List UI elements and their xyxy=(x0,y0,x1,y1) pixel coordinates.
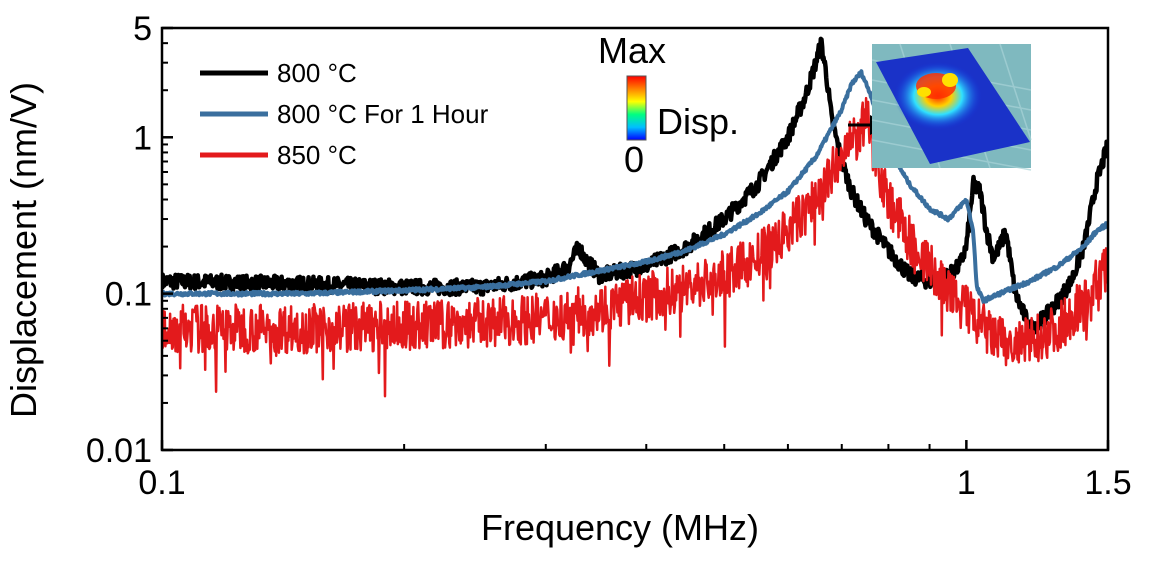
x-axis-title: Frequency (MHz) xyxy=(481,507,759,548)
legend-label-1: 800 °C xyxy=(277,58,357,88)
x-tick-label: 1 xyxy=(957,464,976,502)
series-line-3 xyxy=(162,96,1108,398)
x-tick-label: 0.1 xyxy=(138,464,185,502)
x-axis-ticks: 0.1 1 1.5 xyxy=(138,440,1132,502)
y-tick-label: 1 xyxy=(133,119,152,157)
x-tick-label: 1.5 xyxy=(1084,464,1131,502)
y-axis-title: Displacement (nm/V) xyxy=(3,82,44,418)
colorbar-gradient xyxy=(626,75,647,141)
y-axis-ticks: 0.01 0.1 1 5 xyxy=(86,10,173,470)
y-tick-label: 0.1 xyxy=(105,276,152,314)
plot-frame xyxy=(160,26,1110,452)
colorbar-label: Disp. xyxy=(657,101,739,142)
colorbar: Max Disp. 0 xyxy=(598,30,739,180)
legend-label-3: 850 °C xyxy=(277,140,357,170)
legend-label-2: 800 °C For 1 Hour xyxy=(277,99,489,129)
y-tick-label: 0.01 xyxy=(86,432,152,470)
colorbar-max-label: Max xyxy=(598,30,666,71)
legend: 800 °C 800 °C For 1 Hour 850 °C xyxy=(200,58,489,170)
colorbar-min-label: 0 xyxy=(624,139,644,180)
series-layer xyxy=(162,36,1108,398)
series-line-2 xyxy=(162,69,1108,305)
inset-displacement-image xyxy=(871,43,1032,171)
y-tick-label: 5 xyxy=(133,10,152,48)
